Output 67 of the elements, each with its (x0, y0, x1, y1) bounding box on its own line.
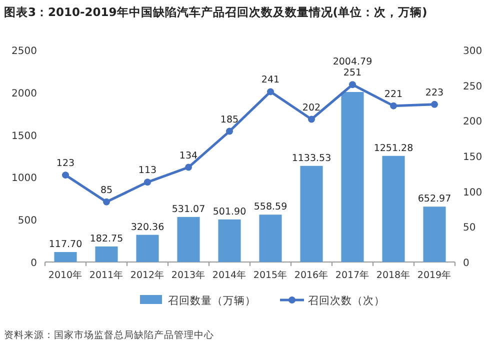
data-label: 1251.28 (374, 142, 414, 154)
data-label: 117.70 (48, 239, 82, 250)
data-label: 223 (425, 87, 444, 98)
data-label: 185 (220, 114, 239, 126)
y2-tick-label: 0 (463, 258, 470, 269)
y-tick-label: 1000 (12, 173, 37, 184)
point (349, 81, 356, 88)
y-tick-label: 2000 (12, 88, 37, 100)
data-label: 241 (261, 74, 280, 86)
point (390, 102, 397, 110)
point (226, 128, 233, 135)
data-label: 221 (384, 88, 403, 100)
x-tick-label: 2016年 (294, 269, 329, 281)
x-tick-label: 2017年 (335, 269, 370, 281)
y-tick-label: 2500 (12, 46, 37, 57)
legend-label: 召回数量（万辆） (168, 295, 256, 307)
x-tick-label: 2011年 (89, 269, 124, 281)
bar (300, 166, 323, 262)
data-label: 85 (100, 184, 113, 196)
data-label: 501.90 (212, 206, 246, 218)
data-label: 113 (138, 165, 157, 176)
point (62, 172, 69, 179)
point (431, 100, 438, 108)
point (308, 116, 315, 123)
bar (341, 92, 364, 262)
bar (54, 252, 77, 262)
bar (136, 234, 159, 262)
data-label: 202 (302, 102, 321, 114)
y-tick-label: 0 (30, 258, 37, 269)
data-label: 134 (179, 150, 198, 162)
legend-label: 召回次数（次） (308, 295, 385, 307)
data-label: 652.97 (418, 194, 452, 205)
y2-tick-label: 150 (463, 152, 482, 163)
point (103, 198, 110, 206)
bar (259, 214, 282, 262)
data-label: 182.75 (90, 234, 124, 245)
y2-tick-label: 100 (463, 187, 482, 198)
x-tick-label: 2012年 (130, 269, 165, 281)
x-tick-label: 2013年 (171, 269, 206, 281)
y2-tick-label: 300 (463, 46, 482, 57)
point (144, 178, 151, 186)
text: 资料来源：国家市场监督总局缺陷产品管理中心 (4, 329, 214, 341)
x-tick-label: 2010年 (48, 269, 83, 281)
data-label: 1133.53 (292, 152, 332, 164)
point (185, 164, 192, 171)
data-label: 558.59 (254, 202, 288, 213)
x-tick-label: 2015年 (253, 269, 288, 281)
y2-tick-label: 200 (463, 116, 482, 128)
y-tick-label: 1500 (12, 130, 37, 142)
bar (218, 219, 241, 262)
data-label: 320.36 (130, 222, 164, 233)
y2-tick-label: 50 (463, 222, 476, 234)
point (267, 88, 274, 96)
bar (423, 206, 446, 262)
bar (95, 246, 118, 262)
bar (177, 216, 200, 262)
data-label: 531.07 (172, 204, 206, 215)
x-tick-label: 2014年 (212, 269, 247, 281)
y2-tick-label: 250 (463, 81, 482, 92)
data-label: 251 (343, 68, 362, 79)
chart-title: 图表3：2010-2019年中国缺陷汽车产品召回次数及数量情况(单位：次，万辆) (4, 5, 428, 19)
x-tick-label: 2019年 (417, 269, 452, 281)
data-label: 2004.79 (332, 56, 372, 68)
x-tick-label: 2018年 (376, 269, 411, 281)
data-label: 123 (56, 158, 75, 170)
bar (382, 156, 405, 262)
y-tick-label: 500 (18, 216, 37, 227)
